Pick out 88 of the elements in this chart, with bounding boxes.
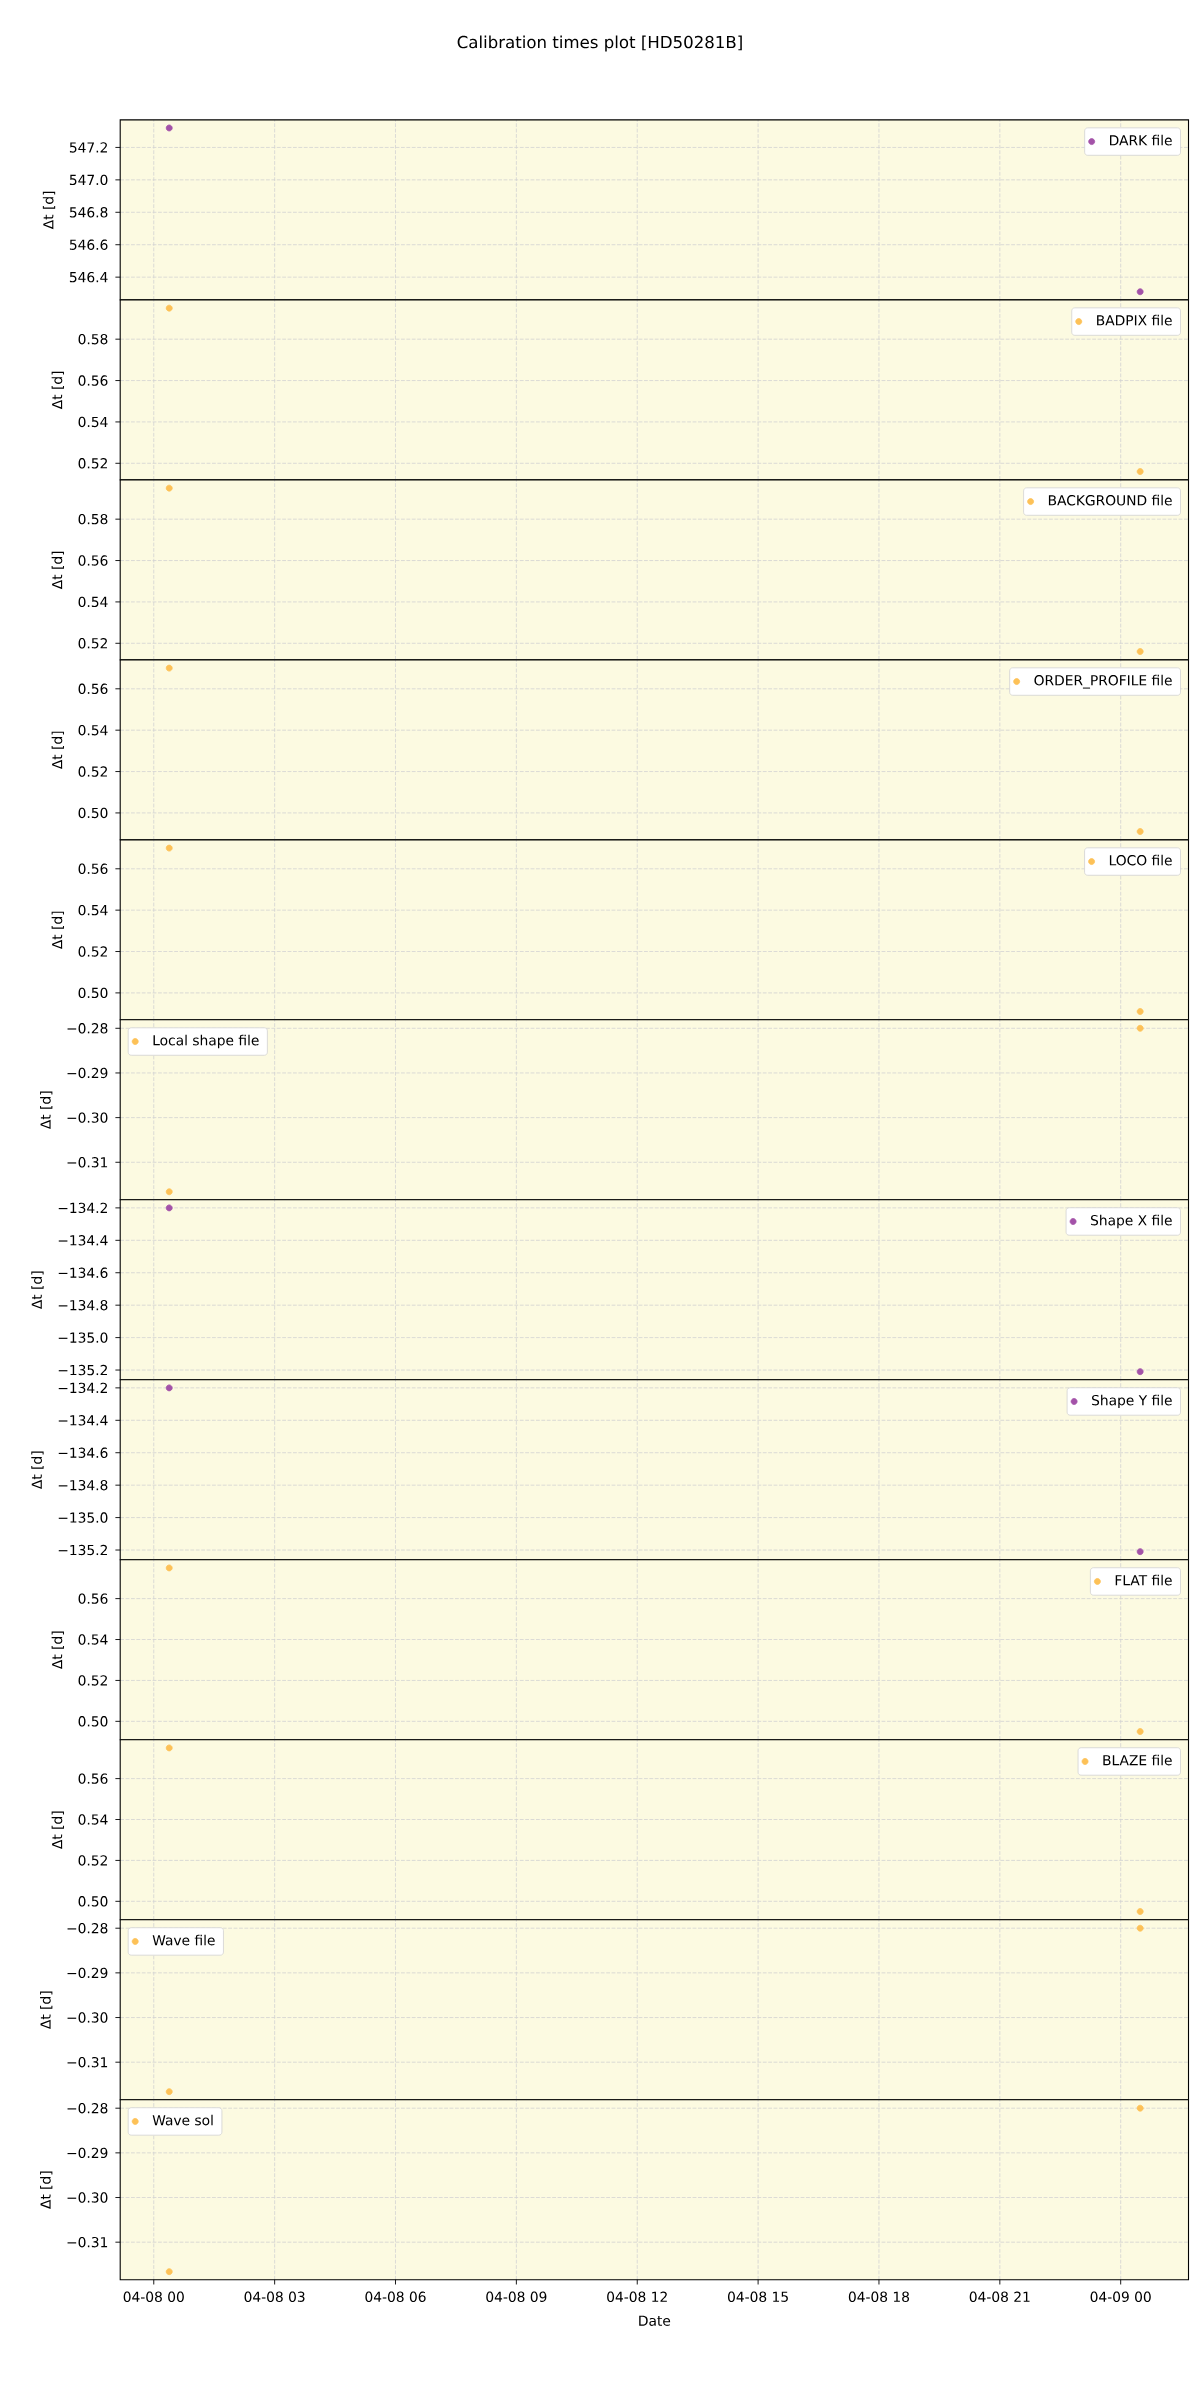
x-tick-label: 04-08 09 xyxy=(486,2291,547,2302)
y-tick-label: 0.58 xyxy=(78,513,108,525)
legend-label: Shape Y file xyxy=(1092,1394,1172,1409)
y-tick-label: 0.56 xyxy=(78,863,108,874)
y-tick-label: 0.54 xyxy=(78,416,108,428)
y-axis-title: Δt [d] xyxy=(40,1991,53,2030)
legend-label: FLAT file xyxy=(1115,1574,1172,1586)
y-tick-label: 0.56 xyxy=(78,1773,108,1784)
y-tick-label: 547.2 xyxy=(69,142,107,153)
y-tick-label: −0.30 xyxy=(67,2012,108,2023)
y-tick-label: −0.29 xyxy=(67,2147,108,2159)
y-tick-label: 0.56 xyxy=(78,1593,108,1604)
legend-label: Wave file xyxy=(152,1934,215,1946)
y-axis-title: Δt [d] xyxy=(51,551,64,590)
x-tick-label: 04-08 21 xyxy=(969,2291,1030,2302)
x-axis-title: Date xyxy=(639,2315,671,2326)
y-tick-label: 0.50 xyxy=(78,1896,108,1907)
legend-label: DARK file xyxy=(1110,134,1172,146)
y-tick-label: 0.56 xyxy=(78,683,108,695)
x-tick-label: 04-08 15 xyxy=(727,2291,788,2302)
x-tick-label: 04-09 00 xyxy=(1090,2291,1151,2302)
y-tick-label: −135.0 xyxy=(58,1512,108,1523)
legend-label: Shape X file xyxy=(1090,1214,1172,1229)
legend-label: LOCO file xyxy=(1109,854,1172,866)
y-tick-label: 0.50 xyxy=(78,987,108,999)
y-tick-label: −134.2 xyxy=(58,1202,107,1214)
y-tick-label: 0.54 xyxy=(78,1634,108,1645)
y-tick-label: −134.8 xyxy=(58,1479,108,1491)
y-axis-title: Δt [d] xyxy=(51,1811,64,1850)
legend-label: Local shape file xyxy=(153,1034,259,1049)
x-tick-label: 04-08 18 xyxy=(848,2291,910,2302)
y-tick-label: −135.0 xyxy=(58,1332,108,1343)
y-tick-label: −0.30 xyxy=(67,1112,108,1123)
y-tick-label: −135.2 xyxy=(58,1364,107,1376)
y-tick-label: −0.28 xyxy=(67,1922,108,1934)
y-tick-label: −134.6 xyxy=(58,1267,108,1278)
y-tick-label: −0.28 xyxy=(67,2102,108,2114)
x-tick-label: 04-08 03 xyxy=(244,2291,305,2302)
y-tick-label: −135.2 xyxy=(58,1544,107,1556)
y-tick-label: 0.54 xyxy=(78,596,108,608)
x-tick-label: 04-08 00 xyxy=(123,2291,184,2302)
x-tick-label: 04-08 06 xyxy=(365,2291,426,2302)
y-tick-label: 0.52 xyxy=(78,458,107,469)
y-tick-label: −0.29 xyxy=(67,1067,108,1079)
y-tick-label: 0.56 xyxy=(78,555,108,566)
y-tick-label: 546.4 xyxy=(69,271,108,283)
legend-label: BACKGROUND file xyxy=(1048,494,1172,506)
y-axis-title: Δt [d] xyxy=(51,911,64,950)
y-tick-label: 0.54 xyxy=(78,904,108,916)
legend-label: BADPIX file xyxy=(1097,314,1172,326)
y-tick-label: 0.50 xyxy=(78,807,108,819)
y-axis-title: Δt [d] xyxy=(40,2171,53,2209)
y-axis-title: Δt [d] xyxy=(51,731,64,770)
y-tick-label: −0.28 xyxy=(67,1023,108,1034)
y-tick-label: 0.52 xyxy=(78,1855,107,1866)
y-tick-label: 0.54 xyxy=(78,724,108,736)
y-tick-label: 547.0 xyxy=(69,174,108,186)
y-axis-title: Δt [d] xyxy=(31,1271,44,1310)
legend-label: BLAZE file xyxy=(1103,1754,1172,1766)
y-tick-label: −134.2 xyxy=(58,1382,107,1394)
y-tick-label: 0.52 xyxy=(78,766,107,777)
y-tick-label: 0.50 xyxy=(78,1716,108,1727)
y-tick-label: 546.6 xyxy=(69,239,108,250)
y-axis-title: Δt [d] xyxy=(51,1631,64,1670)
y-tick-label: −0.29 xyxy=(67,1967,108,1979)
y-tick-label: −134.6 xyxy=(58,1447,108,1458)
legend-label: ORDER_PROFILE file xyxy=(1034,674,1172,689)
y-axis-title: Δt [d] xyxy=(51,371,64,410)
y-axis-title: Δt [d] xyxy=(42,191,56,230)
y-tick-label: −0.31 xyxy=(67,1157,108,1168)
y-tick-label: −0.30 xyxy=(67,2192,108,2203)
y-tick-label: −0.31 xyxy=(67,2056,108,2068)
y-tick-label: −134.8 xyxy=(58,1299,108,1311)
y-tick-label: −134.4 xyxy=(58,1415,108,1426)
y-tick-label: −0.31 xyxy=(67,2236,108,2248)
y-tick-label: 0.52 xyxy=(78,638,107,649)
y-tick-label: 0.54 xyxy=(78,1814,108,1825)
y-tick-label: 0.52 xyxy=(78,946,107,957)
y-tick-label: 0.52 xyxy=(78,1675,107,1686)
legend-label: Wave sol xyxy=(152,2114,213,2126)
y-tick-label: −134.4 xyxy=(58,1235,108,1246)
y-tick-label: 546.8 xyxy=(69,207,108,218)
y-axis-title: Δt [d] xyxy=(40,1091,53,1130)
x-tick-label: 04-08 12 xyxy=(607,2291,667,2302)
chart-title: Calibration times plot [HD50281B] xyxy=(457,35,742,52)
y-tick-label: 0.58 xyxy=(78,333,108,345)
y-axis-title: Δt [d] xyxy=(31,1451,44,1490)
y-tick-label: 0.56 xyxy=(78,375,108,386)
